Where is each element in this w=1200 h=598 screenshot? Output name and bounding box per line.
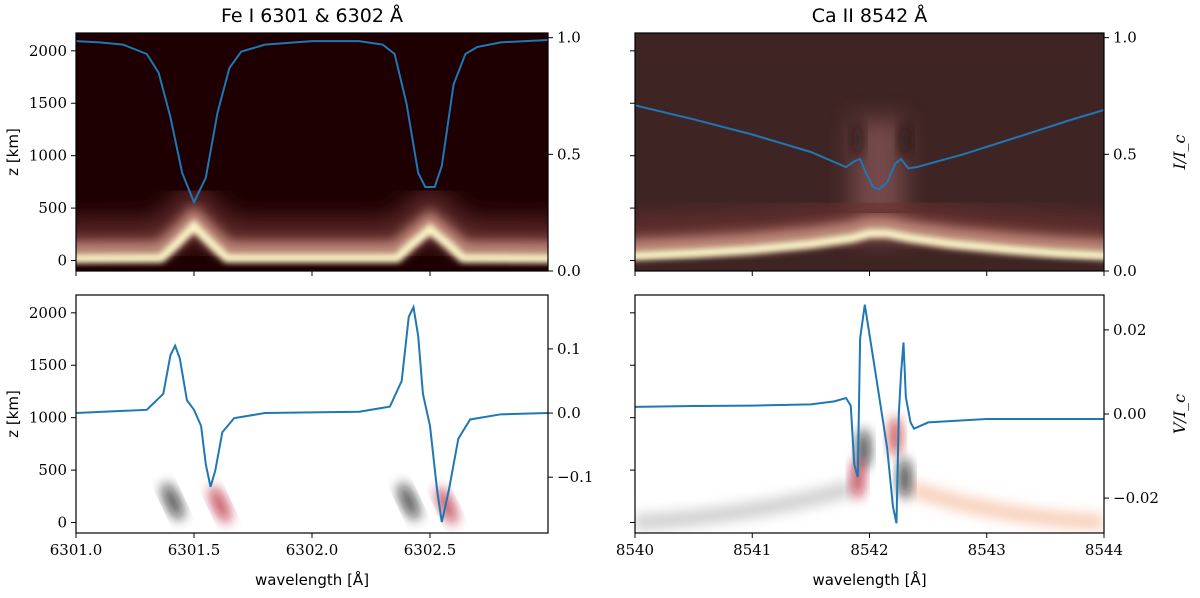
y-right-tick-label: −0.02 <box>1113 489 1159 507</box>
y-tick-label: 2000 <box>29 304 67 322</box>
x-axis-label: wavelength [Å] <box>812 570 926 589</box>
y-right-tick-label: 0.1 <box>557 340 581 358</box>
panel-ca-intensity: 0.0 0.5 1.0 Ca II 8542 Å I/I_c <box>630 4 1189 280</box>
x-tick-label: 8544 <box>1085 541 1123 559</box>
heatmap <box>635 33 1104 271</box>
y-right-tick-label: 0.00 <box>1113 405 1146 423</box>
x-tick-label: 6301.0 <box>50 541 103 559</box>
x-tick-label: 8541 <box>733 541 771 559</box>
y-right-tick-label: −0.1 <box>557 468 593 486</box>
heatmap <box>76 33 548 271</box>
heatmap-blob <box>162 483 183 520</box>
heatmap-glow <box>635 216 1104 256</box>
panel-fe-intensity: 0 500 1000 1500 2000 0.0 0.5 1.0 Fe I 6301 & 630… <box>4 4 581 280</box>
y-right-tick-label: 1.0 <box>557 29 581 47</box>
heatmap-background <box>76 295 548 533</box>
heatmap-blob <box>898 458 911 499</box>
y-tick-label: 1500 <box>29 356 67 374</box>
y-tick-label: 500 <box>38 461 67 479</box>
series-line <box>635 104 1104 191</box>
y-right-tick-label: 0.02 <box>1113 321 1146 339</box>
series-line <box>76 303 548 523</box>
y-right-axis-label: V/I_c <box>1170 394 1189 434</box>
heatmap <box>76 295 548 533</box>
y-tick-label: 0 <box>57 514 67 532</box>
y-axis-label: z [km] <box>4 390 22 438</box>
heatmap-dark-spot <box>899 121 910 158</box>
y-right-axis-label: I/I_c <box>1170 134 1189 170</box>
y-right-tick-label: 0.0 <box>557 262 581 280</box>
heatmap-band <box>635 228 1104 261</box>
y-right-tick-label: 0.5 <box>1113 145 1137 163</box>
x-tick-label: 6301.5 <box>168 541 221 559</box>
y-tick-label: 2000 <box>29 42 67 60</box>
heatmap-red-arc <box>907 480 1104 531</box>
x-axis-label: wavelength [Å] <box>255 570 369 589</box>
heatmap-dark-spot <box>852 121 863 158</box>
y-right-tick-label: 0.5 <box>557 145 581 163</box>
x-tick-label: 8542 <box>850 541 888 559</box>
y-tick-label: 1000 <box>29 147 67 165</box>
y-tick-label: 1000 <box>29 409 67 427</box>
y-tick-label: 500 <box>38 199 67 217</box>
heatmap-halo <box>635 194 1104 257</box>
y-tick-label: 0 <box>57 252 67 270</box>
heatmap-blob <box>436 487 457 525</box>
x-tick-label: 8543 <box>968 541 1006 559</box>
heatmap-gray-arc <box>635 480 855 531</box>
y-axis-label: z [km] <box>4 128 22 176</box>
x-tick-label: 6302.0 <box>286 541 339 559</box>
series-line <box>76 39 548 205</box>
heatmap-blob <box>398 483 419 520</box>
y-right-tick-label: 0.0 <box>557 404 581 422</box>
series-line <box>635 304 1104 524</box>
panel-title: Ca II 8542 Å <box>812 4 928 27</box>
panel-ca-stokes-v: 8540 8541 8542 8543 8544 −0.02 0.00 0.02 wavelen… <box>616 294 1189 589</box>
y-tick-label: 1500 <box>29 94 67 112</box>
heatmap-blob <box>857 429 870 470</box>
x-tick-label: 6302.5 <box>404 541 457 559</box>
panel-title: Fe I 6301 & 6302 Å <box>221 4 403 27</box>
heatmap-blob <box>209 486 231 523</box>
heatmap-glow <box>76 206 548 258</box>
y-right-tick-label: 1.0 <box>1113 29 1137 47</box>
heatmap-band <box>76 219 548 263</box>
panel-fe-stokes-v: 6301.0 6301.5 6302.0 6302.5 0 500 1000 1500 2000… <box>4 294 593 589</box>
x-tick-label: 8540 <box>616 541 654 559</box>
y-right-tick-label: 0.0 <box>1113 262 1137 280</box>
